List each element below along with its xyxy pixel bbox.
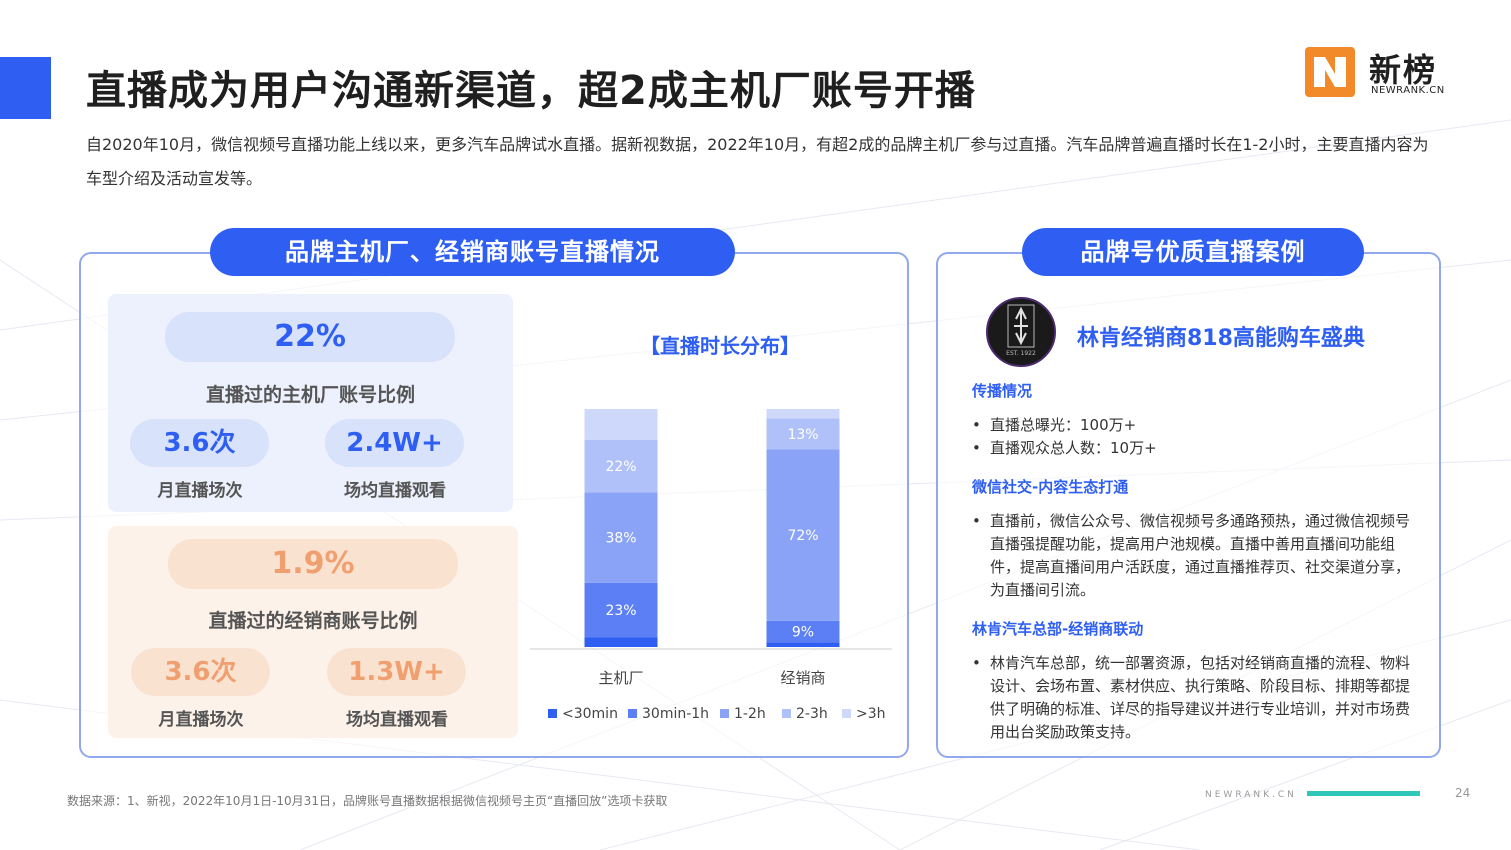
intro-paragraph: 自2020年10月，微信视频号直播功能上线以来，更多汽车品牌试水直播。据新视数据… <box>86 135 1429 188</box>
lincoln-brand-logo: EST. 1922 <box>986 297 1056 367</box>
logo-text-en: NEWRANK.CN <box>1371 85 1445 96</box>
footer-accent-bar <box>1307 791 1420 796</box>
bar-segment-0-0 <box>584 637 658 647</box>
section-title-hq: 林肯汽车总部-经销商联动 <box>972 620 1144 638</box>
bullet-dot: • <box>972 439 981 457</box>
x-tick-label-1: 经销商 <box>780 669 825 687</box>
data-label-5: 13% <box>787 427 818 443</box>
bar-segment-0-3 <box>584 439 658 493</box>
oem-dealer-panel-title: 品牌主机厂、经销商账号直播情况 <box>210 228 735 276</box>
bullet-text: 直播观众总人数：10万+ <box>990 439 1157 457</box>
oem-avg-views-label: 场均直播观看 <box>344 481 446 501</box>
dealer-avg-views-value: 1.3W+ <box>327 648 466 696</box>
bullet-dot: • <box>972 416 981 434</box>
x-tick-label-0: 主机厂 <box>598 669 643 687</box>
bullet-text: 林肯汽车总部，统一部署资源，包括对经销商直播的流程、物料设计、会场布置、素材供应… <box>990 654 1411 741</box>
logo-text-cn: 新榜 <box>1369 51 1438 89</box>
bullet-dot: • <box>972 512 981 530</box>
section-title-wechat: 微信社交-内容生态打通 <box>972 478 1129 496</box>
legend-swatch-1 <box>628 709 637 718</box>
newrank-logo: 新榜 NEWRANK.CN <box>1305 47 1455 99</box>
oem-avg-views-value: 2.4W+ <box>325 419 464 467</box>
dealer-ratio-value: 1.9% <box>168 539 458 589</box>
legend-label-3: 2-3h <box>796 706 828 722</box>
legend-label-4: >3h <box>856 706 886 722</box>
newrank-logo-icon <box>1305 47 1355 97</box>
legend-swatch-3 <box>782 709 791 718</box>
oem-monthly-value: 3.6次 <box>130 419 269 467</box>
bar-segment-0-1 <box>584 582 658 638</box>
duration-stacked-bar-chart: 23% 38% 22% 9% 72% 13% 主机厂 经销商 <30min 30min-1h 1-2… <box>530 409 892 722</box>
dealer-monthly-label: 月直播场次 <box>158 710 244 730</box>
case-title: 林肯经销商818高能购车盛典 <box>1077 326 1365 351</box>
dealer-monthly-value: 3.6次 <box>131 648 270 696</box>
dealer-avg-views-label: 场均直播观看 <box>346 710 448 730</box>
bullet-text: 直播总曝光：100万+ <box>990 416 1137 434</box>
chart-title: 【直播时长分布】 <box>640 334 800 358</box>
section-title-reach: 传播情况 <box>972 382 1033 400</box>
case-panel-title: 品牌号优质直播案例 <box>1022 228 1364 276</box>
bar-segment-1-1 <box>766 620 840 643</box>
legend-swatch-4 <box>842 709 851 718</box>
legend-label-2: 1-2h <box>734 706 766 722</box>
title-accent-bar <box>0 57 51 119</box>
bullet-dot: • <box>972 654 981 672</box>
data-label-2: 22% <box>605 459 636 475</box>
legend-label-1: 30min-1h <box>642 706 709 722</box>
data-label-4: 72% <box>787 528 818 544</box>
oem-ratio-label: 直播过的主机厂账号比例 <box>205 384 415 406</box>
oem-monthly-label: 月直播场次 <box>157 481 243 501</box>
bar-segment-0-4 <box>584 409 658 440</box>
dealer-ratio-label: 直播过的经销商账号比例 <box>208 610 418 632</box>
brand-logo-text: EST. 1922 <box>1006 350 1036 357</box>
data-label-3: 9% <box>792 625 814 641</box>
oem-ratio-value: 22% <box>165 312 455 362</box>
bar-segment-1-0 <box>766 642 840 647</box>
data-source-note: 数据来源：1、新视，2022年10月1日-10月31日，品牌账号直播数据根据微信… <box>67 794 668 808</box>
legend-swatch-2 <box>720 709 729 718</box>
page-title: 直播成为用户沟通新渠道，超2成主机厂账号开播 <box>86 68 976 114</box>
data-label-1: 38% <box>605 531 636 547</box>
bullet-text: 直播前，微信公众号、微信视频号多通路预热，通过微信视频号直播强提醒功能，提高用户… <box>990 512 1411 599</box>
bar-segment-1-4 <box>766 409 840 419</box>
data-label-0: 23% <box>605 603 636 619</box>
bar-segment-1-2 <box>766 449 840 621</box>
bar-segment-1-3 <box>766 418 840 450</box>
page-number: 24 <box>1455 786 1471 800</box>
bar-segment-0-2 <box>584 492 658 583</box>
legend-swatch-0 <box>548 709 557 718</box>
legend-label-0: <30min <box>562 706 618 722</box>
footer-brand: NEWRANK.CN <box>1205 790 1297 800</box>
